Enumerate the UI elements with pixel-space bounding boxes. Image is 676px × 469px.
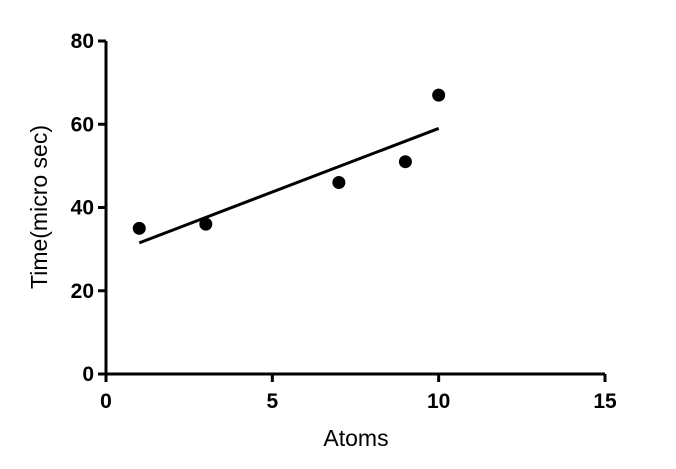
tick-marks <box>98 39 607 382</box>
x-tick-label: 15 <box>593 390 617 413</box>
y-axis-title: Time(micro sec) <box>26 125 52 289</box>
tick-labels: 0 20 40 60 80 0 5 10 15 <box>71 30 617 413</box>
data-point <box>132 221 146 235</box>
axes <box>104 41 605 376</box>
y-tick-label: 20 <box>71 280 94 303</box>
y-tick-label: 80 <box>71 30 94 53</box>
x-tick-label: 5 <box>266 390 278 413</box>
y-tick-label: 0 <box>82 363 94 386</box>
x-tick-label: 0 <box>100 390 112 413</box>
x-tick-label: 10 <box>427 390 450 413</box>
data-points <box>132 88 446 235</box>
y-tick-label: 40 <box>71 197 94 220</box>
data-point <box>199 217 213 231</box>
y-tick-label: 60 <box>71 113 94 136</box>
data-point <box>398 155 412 169</box>
fit-line <box>138 127 440 245</box>
x-axis-title: Atoms <box>323 425 388 451</box>
data-point <box>332 176 346 190</box>
fit-line-group <box>138 127 440 245</box>
data-point <box>432 88 446 102</box>
